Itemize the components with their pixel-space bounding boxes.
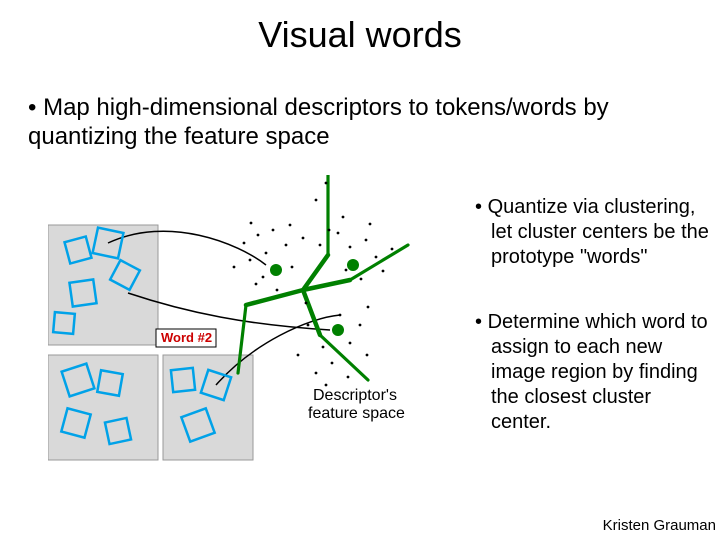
descriptor-point: [349, 342, 352, 345]
descriptor-point: [382, 270, 385, 273]
diagram-svg: Word #2 Descriptor'sfeature space: [48, 175, 468, 495]
descriptor-point: [366, 354, 369, 357]
word-label: Word #2: [156, 329, 216, 347]
descriptor-point: [302, 237, 305, 240]
descriptor-point: [349, 246, 352, 249]
cluster-boundary: [320, 335, 368, 380]
descriptor-point: [255, 283, 258, 286]
descriptor-label-line1: Descriptor's: [313, 387, 397, 404]
cluster-boundary: [246, 290, 303, 305]
descriptor-point: [291, 266, 294, 269]
descriptor-point: [325, 182, 328, 185]
diagram-area: Word #2 Descriptor'sfeature space: [48, 175, 468, 495]
sub-bullet-1: Quantize via clustering, let cluster cen…: [475, 195, 713, 270]
descriptor-point: [359, 324, 362, 327]
descriptor-point: [375, 256, 378, 259]
descriptor-point: [265, 252, 268, 255]
descriptor-point: [315, 372, 318, 375]
main-bullet: Map high-dimensional descriptors to toke…: [28, 94, 710, 152]
descriptor-point: [276, 289, 279, 292]
descriptor-point: [365, 239, 368, 242]
right-column: Quantize via clustering, let cluster cen…: [475, 195, 713, 475]
descriptor-point: [262, 276, 265, 279]
descriptor-point: [233, 266, 236, 269]
descriptor-point: [297, 354, 300, 357]
descriptor-point: [342, 216, 345, 219]
descriptor-point: [331, 362, 334, 365]
descriptor-point: [307, 324, 310, 327]
cluster-center: [332, 324, 344, 336]
slide-title: Visual words: [0, 14, 720, 56]
descriptor-point: [328, 229, 331, 232]
descriptor-point: [243, 242, 246, 245]
descriptor-point: [305, 302, 308, 305]
descriptor-point: [272, 229, 275, 232]
descriptor-point: [315, 199, 318, 202]
main-bullet-text: Map high-dimensional descriptors to toke…: [28, 94, 609, 150]
descriptor-point: [325, 384, 328, 387]
descriptor-label-line2: feature space: [308, 405, 405, 422]
descriptor-point: [360, 278, 363, 281]
cluster-boundary: [350, 245, 408, 280]
sub-bullet-2: Determine which word to assign to each n…: [475, 310, 713, 435]
descriptor-point: [289, 224, 292, 227]
cluster-center: [347, 259, 359, 271]
descriptor-point: [337, 232, 340, 235]
descriptor-point: [345, 269, 348, 272]
descriptor-point: [319, 244, 322, 247]
cluster-center: [270, 264, 282, 276]
descriptor-point: [391, 248, 394, 251]
attribution: Kristen Grauman: [603, 517, 716, 534]
descriptor-point: [285, 244, 288, 247]
descriptor-point: [339, 314, 342, 317]
descriptor-point: [369, 223, 372, 226]
svg-text:Word #2: Word #2: [161, 330, 212, 345]
descriptor-point: [322, 346, 325, 349]
descriptor-point: [367, 306, 370, 309]
descriptor-point: [249, 259, 252, 262]
descriptor-point: [257, 234, 260, 237]
descriptor-point: [347, 376, 350, 379]
descriptor-point: [250, 222, 253, 225]
